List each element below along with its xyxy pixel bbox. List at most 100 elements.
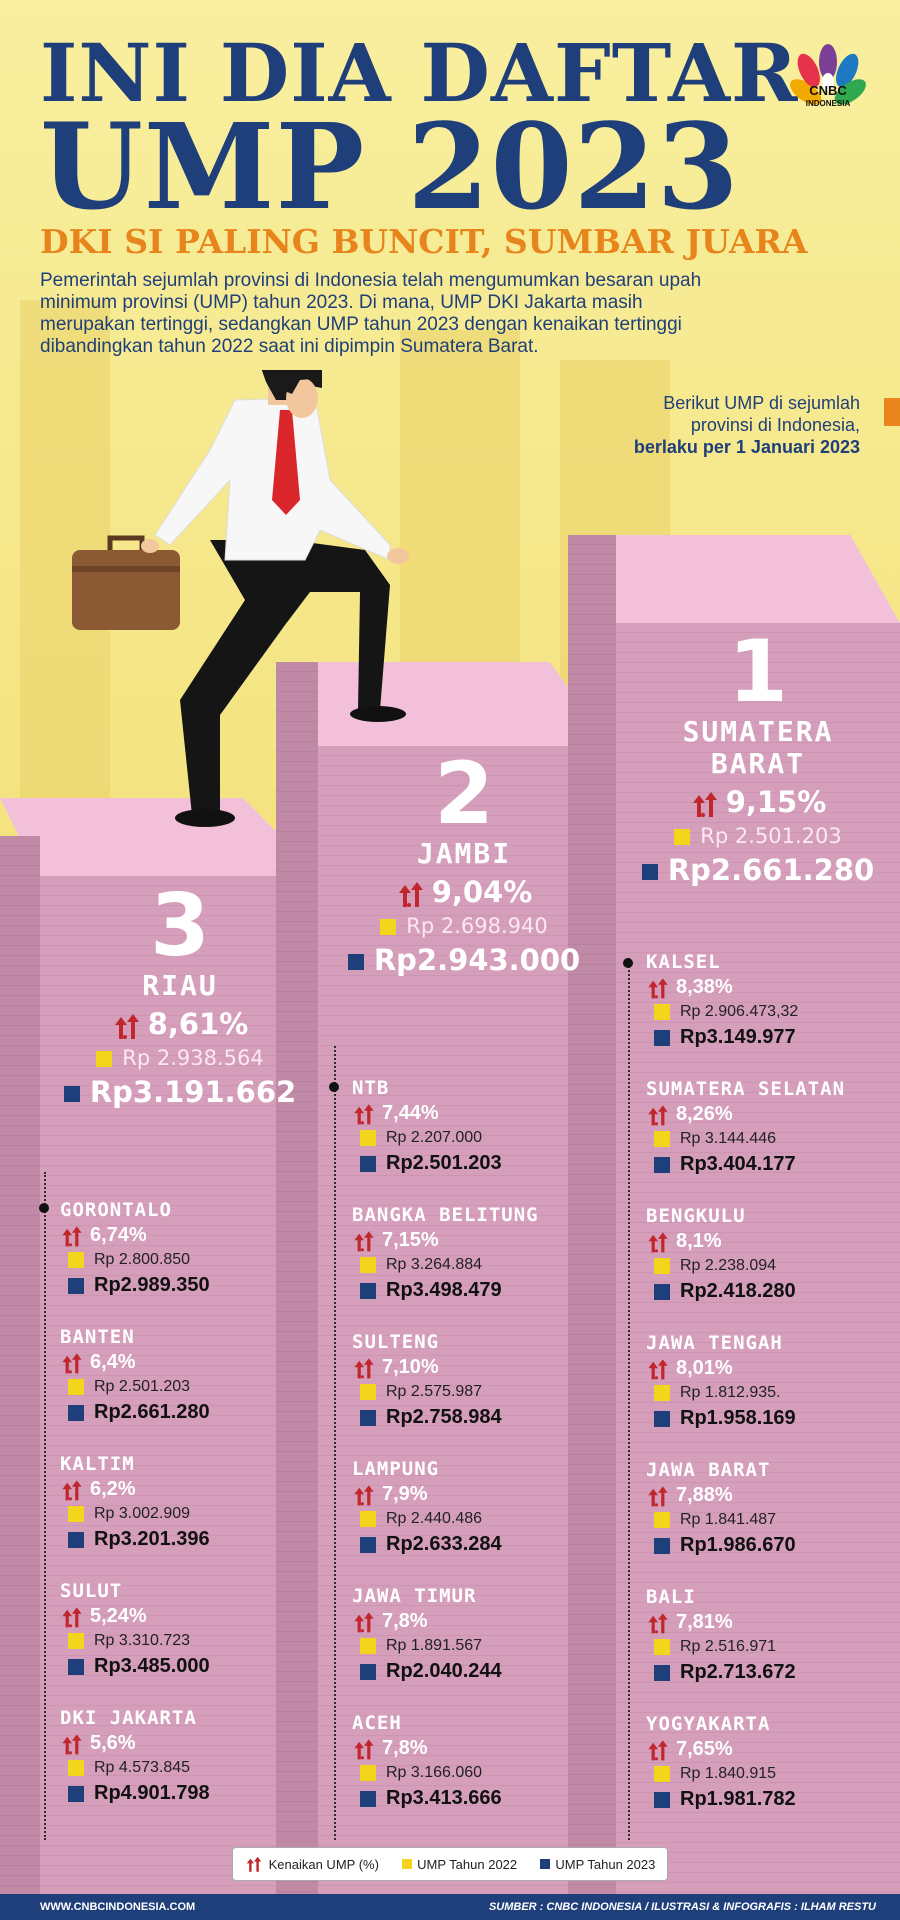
dotted-line-middle <box>334 1046 336 1840</box>
marker-2023 <box>68 1531 84 1548</box>
entry-ump-2022: Rp 1.841.487 <box>646 1508 900 1532</box>
entry-ump-2022-value: Rp 4.573.845 <box>94 1759 191 1776</box>
entry-ump-2022-value: Rp 3.002.909 <box>94 1505 191 1522</box>
entry-ump-2023-value: Rp3.498.479 <box>386 1279 502 1301</box>
rank-ump-2023-value: Rp3.191.662 <box>89 1075 297 1109</box>
entry-increase: 7,9% <box>352 1481 608 1507</box>
entry-province: JAWA TIMUR <box>352 1585 477 1607</box>
marker-2023 <box>654 1156 670 1173</box>
entry-ump-2023-value: Rp2.633.284 <box>386 1533 502 1555</box>
entry-increase: 7,10% <box>352 1354 608 1380</box>
up-arrows-icon <box>354 1739 374 1760</box>
entry-ump-2023: Rp4.901.798 <box>60 1780 320 1806</box>
rank-1-block: 1 SUMATERA BARAT 9,15% Rp 2.501.203 Rp2.… <box>616 628 900 888</box>
businessman-illustration <box>72 370 409 827</box>
entry-increase-value: 6,2% <box>90 1478 136 1500</box>
entry-increase-value: 6,74% <box>90 1224 147 1246</box>
rank-ump-2023-value: Rp2.661.280 <box>667 853 875 887</box>
rank-ump-2023: Rp2.661.280 <box>616 852 900 888</box>
up-arrows-icon <box>648 1613 668 1634</box>
marker-2023 <box>654 1664 670 1681</box>
entry-ump-2022-value: Rp 2.516.971 <box>680 1638 777 1655</box>
entry-ump-2023-value: Rp3.201.396 <box>94 1528 210 1550</box>
entry-increase-value: 7,81% <box>676 1611 733 1633</box>
marker-2023 <box>654 1537 670 1554</box>
up-arrows-icon <box>354 1231 374 1252</box>
province-entry: SULUT 5,24% Rp 3.310.723 Rp3.485.000 <box>60 1579 320 1706</box>
province-entry: BANTEN 6,4% Rp 2.501.203 Rp2.661.280 <box>60 1325 320 1452</box>
up-arrows-icon <box>648 1740 668 1761</box>
entry-ump-2023-value: Rp1.986.670 <box>680 1534 796 1556</box>
marker-2022 <box>654 1003 670 1020</box>
footer-bar: WWW.CNBCINDONESIA.COM SUMBER : CNBC INDO… <box>0 1894 900 1920</box>
entry-increase: 7,8% <box>352 1608 608 1634</box>
entry-increase: 7,15% <box>352 1227 608 1253</box>
up-arrows-icon <box>62 1353 82 1374</box>
rank-increase: 9,15% <box>616 784 900 820</box>
marker-2022 <box>360 1129 376 1146</box>
entry-ump-2022-value: Rp 2.501.203 <box>94 1378 191 1395</box>
marker-2022 <box>68 1759 84 1776</box>
marker-2023 <box>360 1663 376 1680</box>
entry-increase-value: 5,24% <box>90 1605 147 1627</box>
entry-province: SULTENG <box>352 1331 440 1353</box>
marker-2023 <box>68 1404 84 1421</box>
province-entry: LAMPUNG 7,9% Rp 2.440.486 Rp2.633.284 <box>352 1457 608 1584</box>
column-side <box>568 535 616 1920</box>
entry-ump-2022-value: Rp 3.310.723 <box>94 1632 191 1649</box>
marker-2022 <box>360 1510 376 1527</box>
entry-ump-2023-value: Rp3.404.177 <box>680 1153 796 1175</box>
entry-ump-2023: Rp2.040.244 <box>352 1658 608 1684</box>
entry-province: SULUT <box>60 1580 123 1602</box>
entry-ump-2022-value: Rp 2.906.473,32 <box>680 1003 799 1020</box>
entry-province: BANGKA BELITUNG <box>352 1204 539 1226</box>
logo-text: CNBC <box>809 83 847 98</box>
legend-2022-label: UMP Tahun 2022 <box>417 1856 518 1872</box>
marker-2023 <box>360 1409 376 1426</box>
up-arrows-icon <box>648 1105 668 1126</box>
marker-2022 <box>360 1764 376 1781</box>
marker-2023 <box>360 1536 376 1553</box>
province-entry: ACEH 7,8% Rp 3.166.060 Rp3.413.666 <box>352 1711 608 1838</box>
logo-subtext: INDONESIA <box>805 99 851 108</box>
entry-ump-2022: Rp 3.166.060 <box>352 1761 608 1785</box>
province-entry: KALTIM 6,2% Rp 3.002.909 Rp3.201.396 <box>60 1452 320 1579</box>
entry-ump-2022: Rp 2.440.486 <box>352 1507 608 1531</box>
province-entry: NTB 7,44% Rp 2.207.000 Rp2.501.203 <box>352 1076 608 1203</box>
entry-ump-2023: Rp1.981.782 <box>646 1786 900 1812</box>
rank-ump-2023: Rp2.943.000 <box>318 942 610 978</box>
entry-ump-2022: Rp 3.002.909 <box>60 1502 320 1526</box>
entry-increase: 8,1% <box>646 1228 900 1254</box>
up-arrows-icon <box>62 1480 82 1501</box>
entry-ump-2022: Rp 1.840.915 <box>646 1762 900 1786</box>
entry-increase-value: 6,4% <box>90 1351 136 1373</box>
up-arrows-icon <box>354 1485 374 1506</box>
footer-website-link[interactable]: WWW.CNBCINDONESIA.COM <box>40 1901 196 1913</box>
entry-province: KALTIM <box>60 1453 135 1475</box>
entry-increase-value: 7,8% <box>382 1610 428 1632</box>
list-dot <box>623 958 633 968</box>
entry-ump-2023-value: Rp2.418.280 <box>680 1280 796 1302</box>
entry-ump-2022-value: Rp 1.840.915 <box>680 1765 777 1782</box>
entry-ump-2022: Rp 2.906.473,32 <box>646 1000 900 1024</box>
entry-ump-2023-value: Rp3.149.977 <box>680 1026 796 1048</box>
entry-ump-2023: Rp3.149.977 <box>646 1024 900 1050</box>
marker-2023 <box>654 1410 670 1427</box>
marker-2022 <box>360 1256 376 1273</box>
legend: Kenaikan UMP (%) UMP Tahun 2022 UMP Tahu… <box>232 1847 668 1881</box>
entry-ump-2023-value: Rp3.485.000 <box>94 1655 210 1677</box>
entry-province: YOGYAKARTA <box>646 1713 771 1735</box>
rank-increase-value: 8,61% <box>147 1007 249 1041</box>
province-entry: GORONTALO 6,74% Rp 2.800.850 Rp2.989.350 <box>60 1198 320 1325</box>
entry-ump-2022: Rp 4.573.845 <box>60 1756 320 1780</box>
province-entry: JAWA BARAT 7,88% Rp 1.841.487 Rp1.986.670 <box>646 1458 900 1585</box>
column-side <box>276 662 318 1920</box>
orange-tab-decoration <box>884 398 900 426</box>
rank-increase-value: 9,04% <box>431 875 533 909</box>
province-entry: BANGKA BELITUNG 7,15% Rp 3.264.884 Rp3.498.… <box>352 1203 608 1330</box>
up-arrows-icon <box>648 978 668 999</box>
entry-ump-2022-value: Rp 2.440.486 <box>386 1510 483 1527</box>
marker-2022 <box>654 1384 670 1401</box>
rank-ump-2022-value: Rp 2.698.940 <box>406 914 548 938</box>
marker-2023 <box>654 1029 670 1046</box>
